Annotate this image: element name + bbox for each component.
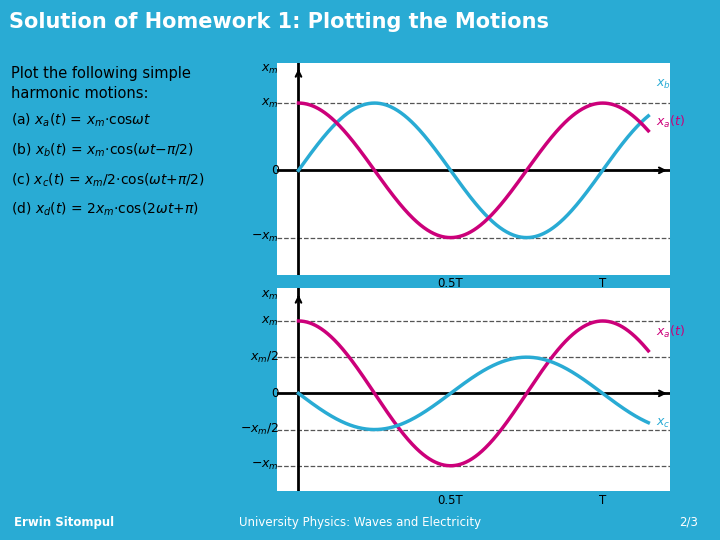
Text: $x_m$: $x_m$: [261, 97, 279, 110]
Text: (d) $x_d(t)$ = 2$x_m$$\cdot$cos(2$\omega t$$+$$\pi$): (d) $x_d(t)$ = 2$x_m$$\cdot$cos(2$\omega…: [11, 201, 199, 218]
Text: $-x_m$/2: $-x_m$/2: [240, 422, 279, 437]
Text: $x_c(t)$: $x_c(t)$: [656, 414, 685, 430]
Text: (c) $x_c(t)$ = $x_m$/2$\cdot$cos($\omega t$$+$$\pi$/2): (c) $x_c(t)$ = $x_m$/2$\cdot$cos($\omega…: [11, 171, 204, 188]
Text: Erwin Sitompul: Erwin Sitompul: [14, 516, 114, 529]
Text: University Physics: Waves and Electricity: University Physics: Waves and Electricit…: [239, 516, 481, 529]
Text: $x_m$: $x_m$: [261, 289, 279, 302]
Text: $x_a(t)$: $x_a(t)$: [656, 324, 685, 340]
Text: (a) $x_a(t)$ = $x_m$$\cdot$cos$\omega t$: (a) $x_a(t)$ = $x_m$$\cdot$cos$\omega t$: [11, 112, 151, 129]
Text: Plot the following simple
harmonic motions:: Plot the following simple harmonic motio…: [11, 66, 191, 100]
Text: $x_m$: $x_m$: [261, 63, 279, 76]
Text: (b) $x_b(t)$ = $x_m$$\cdot$cos($\omega t$$-$$\pi$/2): (b) $x_b(t)$ = $x_m$$\cdot$cos($\omega t…: [11, 141, 194, 159]
Text: 2/3: 2/3: [680, 516, 698, 529]
Text: $x_m$: $x_m$: [261, 314, 279, 328]
Text: Solution of Homework 1: Plotting the Motions: Solution of Homework 1: Plotting the Mot…: [9, 12, 549, 32]
Text: $-x_m$: $-x_m$: [251, 231, 279, 244]
Text: 0: 0: [271, 387, 279, 400]
Text: 0: 0: [271, 164, 279, 177]
Text: $x_a(t)$: $x_a(t)$: [656, 114, 685, 130]
Text: $x_m$/2: $x_m$/2: [250, 349, 279, 364]
Text: $x_b(t)$: $x_b(t)$: [656, 75, 685, 91]
Text: $-x_m$: $-x_m$: [251, 459, 279, 472]
